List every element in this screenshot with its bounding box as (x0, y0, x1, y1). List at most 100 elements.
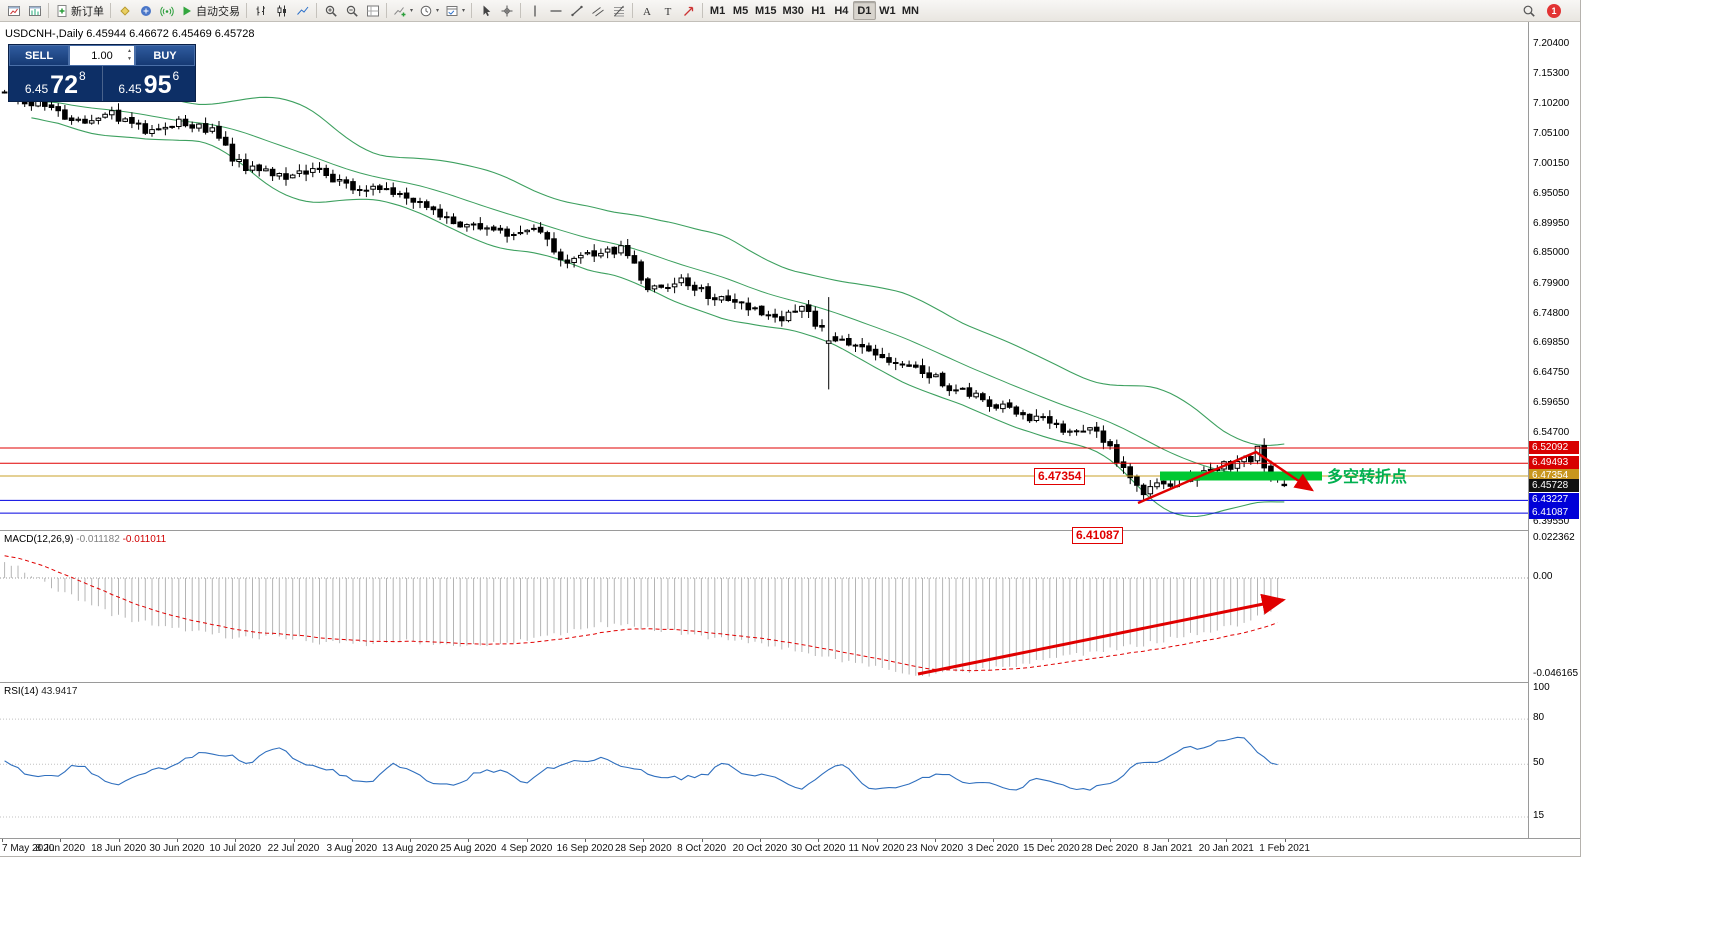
sell-price-prefix: 6.45 (24, 82, 49, 97)
tf-m30-button[interactable]: M30 (779, 1, 806, 20)
tf-m1-button[interactable]: M1 (706, 1, 729, 20)
date-label: 22 Jul 2020 (267, 843, 320, 854)
fibonacci-icon[interactable] (608, 1, 629, 20)
sell-price[interactable]: 6.45 72 8 (9, 66, 102, 101)
buy-button[interactable]: BUY (135, 45, 195, 66)
trendline-icon[interactable] (566, 1, 587, 20)
turning-point-annotation[interactable]: 多空转折点 (1327, 469, 1408, 486)
price-chart-pane[interactable] (0, 22, 1528, 530)
tf-w1-button[interactable]: W1 (876, 1, 899, 20)
time-tick (468, 839, 470, 842)
time-tick (410, 839, 412, 842)
crosshair-icon[interactable] (496, 1, 517, 20)
text-icon[interactable]: A (636, 1, 657, 20)
new-chart-icon[interactable] (3, 1, 24, 20)
macd-indicator-pane[interactable] (0, 530, 1528, 681)
tf-m5-button[interactable]: M5 (729, 1, 752, 20)
price-tag: 6.52092 (1529, 440, 1579, 454)
tf-mn-button[interactable]: MN (899, 1, 922, 20)
indicator-windows-icon[interactable] (362, 1, 383, 20)
rsi-indicator-pane[interactable] (0, 682, 1528, 837)
horizontal-line-icon[interactable] (545, 1, 566, 20)
svg-text:T: T (664, 6, 671, 18)
text-label-icon: T (661, 4, 675, 18)
price-tick-label: 6.79900 (1533, 277, 1570, 289)
text-label-icon[interactable]: T (657, 1, 678, 20)
resistance-price-label[interactable]: 6.47354 (1034, 468, 1086, 485)
volume-down-icon[interactable]: ▼ (127, 55, 132, 62)
buy-price[interactable]: 6.45 95 6 (101, 66, 196, 101)
candlesticks (1, 88, 1288, 501)
macd-divergence-arrow[interactable] (917, 593, 1286, 676)
date-label: 30 Jun 2020 (149, 843, 205, 854)
chart-profiles-icon[interactable] (24, 1, 45, 20)
new-order-button[interactable]: 新订单 (52, 1, 107, 20)
volume-up-icon[interactable]: ▲ (127, 48, 132, 54)
time-tick (759, 839, 761, 842)
tf-h4-button[interactable]: H4 (830, 1, 853, 20)
turning-point-highlight-bar[interactable] (1160, 471, 1322, 481)
tf-m1-button-label: M1 (709, 4, 726, 17)
time-tick (176, 839, 178, 842)
text-icon: A (640, 4, 654, 18)
notifications-badge[interactable]: 1 (1547, 3, 1561, 18)
news-feed-icon (159, 4, 174, 18)
bar-chart-icon (254, 4, 268, 18)
cursor-icon[interactable] (475, 1, 496, 20)
metaeditor-icon[interactable] (114, 1, 135, 20)
macd-histogram (4, 562, 1279, 677)
search-icon[interactable] (1518, 1, 1539, 20)
equidistant-channel-icon[interactable] (587, 1, 608, 20)
time-tick (993, 839, 995, 842)
date-label: 16 Sep 2020 (556, 843, 614, 854)
arrow-objects-icon[interactable] (678, 1, 699, 20)
tf-mn-button-label: MN (901, 4, 919, 17)
line-chart-icon (296, 4, 310, 18)
tf-d1-button[interactable]: D1 (852, 1, 876, 20)
zoom-in-icon[interactable] (320, 1, 341, 20)
time-tick (2, 839, 3, 842)
price-tick-label: 6.89950 (1533, 218, 1570, 230)
buy-price-prefix: 6.45 (118, 82, 142, 97)
zoom-in-icon (324, 4, 338, 18)
arrow-objects-icon (682, 4, 696, 18)
tf-h1-button[interactable]: H1 (807, 1, 830, 20)
volume-spinner[interactable]: ▲ ▼ (127, 48, 132, 63)
periods-button[interactable]: ▾ (416, 1, 442, 20)
red-trend-arrow[interactable] (1137, 450, 1314, 505)
sell-button[interactable]: SELL (9, 45, 69, 66)
news-feed-icon[interactable] (156, 1, 177, 20)
candlestick-chart-icon[interactable] (271, 1, 292, 20)
vertical-line-icon[interactable] (524, 1, 545, 20)
autotrading-button[interactable]: 自动交易 (177, 1, 243, 20)
ohlc-readout: 6.45944 6.46672 6.45469 6.45728 (86, 28, 255, 40)
chart-area: 7 May 2020 8 Jun 2020 18 Jun 2020 30 Jun 20… (0, 22, 1580, 856)
dropdown-chevron-icon: ▾ (462, 8, 466, 14)
volume-field[interactable]: 1.00 ▲ ▼ (69, 45, 135, 66)
price-tick-label: 6.69850 (1533, 336, 1570, 348)
toolbar-separator (48, 3, 49, 18)
rsi-axis-label: 80 (1533, 712, 1545, 724)
time-axis[interactable]: 7 May 2020 8 Jun 2020 18 Jun 2020 30 Jun 20… (0, 838, 1580, 856)
zoom-out-icon[interactable] (341, 1, 362, 20)
date-label: 10 Jul 2020 (209, 843, 262, 854)
volume-value: 1.00 (91, 49, 113, 62)
indicators-button[interactable]: ▾ (390, 1, 416, 20)
support-price-label[interactable]: 6.41087 (1072, 527, 1124, 544)
date-label: 20 Oct 2020 (732, 843, 788, 854)
tf-w1-button-label: W1 (879, 4, 896, 17)
price-axis[interactable]: 7.20400 7.15300 7.10200 7.05100 7.00150 6.950… (1529, 22, 1580, 838)
time-tick (585, 839, 586, 842)
price-tick-label: 7.15300 (1533, 68, 1570, 80)
fibonacci-icon (612, 4, 626, 18)
templates-button[interactable]: ▾ (442, 1, 468, 20)
tf-m15-button[interactable]: M15 (752, 1, 779, 20)
time-tick (1109, 839, 1111, 842)
bar-chart-icon[interactable] (250, 1, 271, 20)
bollinger-bands (31, 81, 1285, 518)
tf-m5-button-label: M5 (732, 4, 749, 17)
templates-icon (445, 4, 459, 18)
price-tick-label: 6.39550 (1533, 516, 1570, 528)
line-chart-icon[interactable] (292, 1, 313, 20)
market-depth-icon[interactable] (135, 1, 156, 20)
